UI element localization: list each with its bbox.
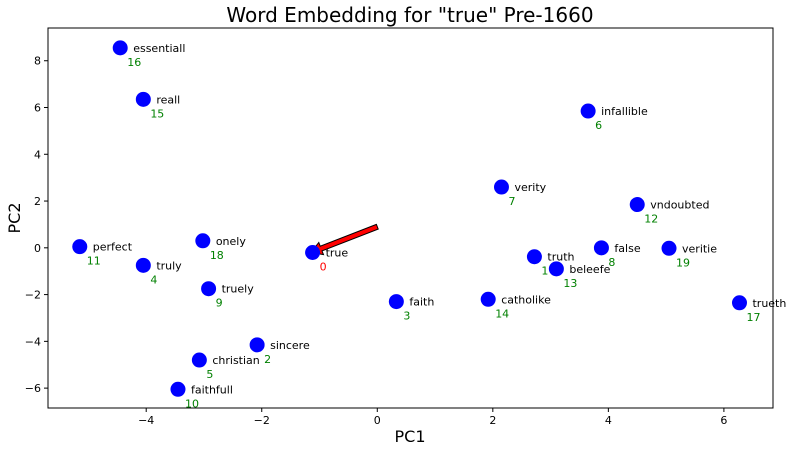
x-tick-label: 2	[489, 414, 496, 427]
point-catholike	[480, 291, 496, 307]
word-label-reall: reall	[156, 93, 180, 106]
y-tick-label: 6	[34, 102, 41, 115]
word-label-faithfull: faithfull	[191, 383, 233, 396]
index-label-beleefe: 13	[563, 277, 577, 290]
word-label-truth: truth	[547, 251, 574, 264]
index-label-reall: 15	[150, 107, 164, 120]
index-label-catholike: 14	[495, 307, 509, 320]
point-faith	[388, 294, 404, 310]
point-christian	[191, 352, 207, 368]
word-label-vndoubted: vndoubted	[650, 199, 709, 212]
word-label-true: true	[326, 246, 349, 259]
point-truely	[201, 281, 217, 297]
point-vndoubted	[629, 197, 645, 213]
y-tick-label: 2	[34, 195, 41, 208]
point-essentiall	[112, 40, 128, 56]
chart-title: Word Embedding for "true" Pre-1660	[226, 3, 593, 27]
y-tick-label: 0	[34, 242, 41, 255]
index-label-onely: 18	[210, 249, 224, 262]
index-label-vndoubted: 12	[644, 213, 658, 226]
x-tick-label: 6	[720, 414, 727, 427]
word-label-false: false	[614, 242, 640, 255]
word-label-catholike: catholike	[501, 293, 551, 306]
x-tick-label: 0	[374, 414, 381, 427]
y-tick-label: −4	[25, 335, 41, 348]
point-sincere	[249, 337, 265, 353]
index-label-essentiall: 16	[127, 56, 141, 69]
y-tick-label: −6	[25, 382, 41, 395]
point-verity	[493, 179, 509, 195]
index-label-truth: 1	[541, 265, 548, 278]
point-onely	[195, 233, 211, 249]
word-label-sincere: sincere	[270, 339, 310, 352]
point-reall	[135, 91, 151, 107]
index-label-infallible: 6	[595, 119, 602, 132]
word-label-truly: truly	[156, 259, 182, 272]
point-infallible	[580, 103, 596, 119]
axis-ticks: −4 −2 0 2 4 6 −6 −4 −2 0 2 4 6 8	[25, 55, 728, 427]
index-label-faithfull: 10	[185, 397, 199, 410]
word-label-onely: onely	[216, 235, 247, 248]
y-tick-label: 8	[34, 55, 41, 68]
index-label-truly: 4	[150, 273, 157, 286]
index-label-sincere: 2	[264, 353, 271, 366]
point-trueth	[731, 295, 747, 311]
y-tick-label: −2	[25, 289, 41, 302]
word-label-beleefe: beleefe	[569, 263, 610, 276]
word-label-christian: christian	[212, 354, 259, 367]
word-label-verity: verity	[514, 181, 546, 194]
point-false	[593, 240, 609, 256]
word-label-trueth: trueth	[752, 297, 786, 310]
point-perfect	[72, 239, 88, 255]
point-truly	[135, 257, 151, 273]
word-label-essentiall: essentiall	[133, 42, 185, 55]
point-beleefe	[548, 261, 564, 277]
index-label-faith: 3	[403, 310, 410, 323]
x-tick-label: 4	[605, 414, 612, 427]
index-label-verity: 7	[508, 195, 515, 208]
index-label-truely: 9	[216, 297, 223, 310]
plot-area	[47, 27, 774, 409]
index-label-veritie: 19	[676, 256, 690, 269]
word-label-faith: faith	[409, 296, 434, 309]
x-tick-label: −4	[138, 414, 154, 427]
word-label-truely: truely	[222, 283, 255, 296]
index-label-true: 0	[320, 260, 327, 273]
y-axis-label: PC2	[5, 203, 24, 234]
point-true	[305, 244, 321, 260]
x-tick-label: −2	[254, 414, 270, 427]
x-axis-label: PC1	[395, 427, 426, 446]
index-label-perfect: 11	[87, 255, 101, 268]
word-label-perfect: perfect	[93, 241, 133, 254]
word-label-infallible: infallible	[601, 105, 648, 118]
point-truth	[526, 249, 542, 265]
point-faithfull	[170, 381, 186, 397]
index-label-false: 8	[608, 256, 615, 269]
index-label-christian: 5	[206, 368, 213, 381]
point-veritie	[661, 240, 677, 256]
index-label-trueth: 17	[746, 311, 760, 324]
word-label-veritie: veritie	[682, 242, 717, 255]
y-tick-label: 4	[34, 148, 41, 161]
